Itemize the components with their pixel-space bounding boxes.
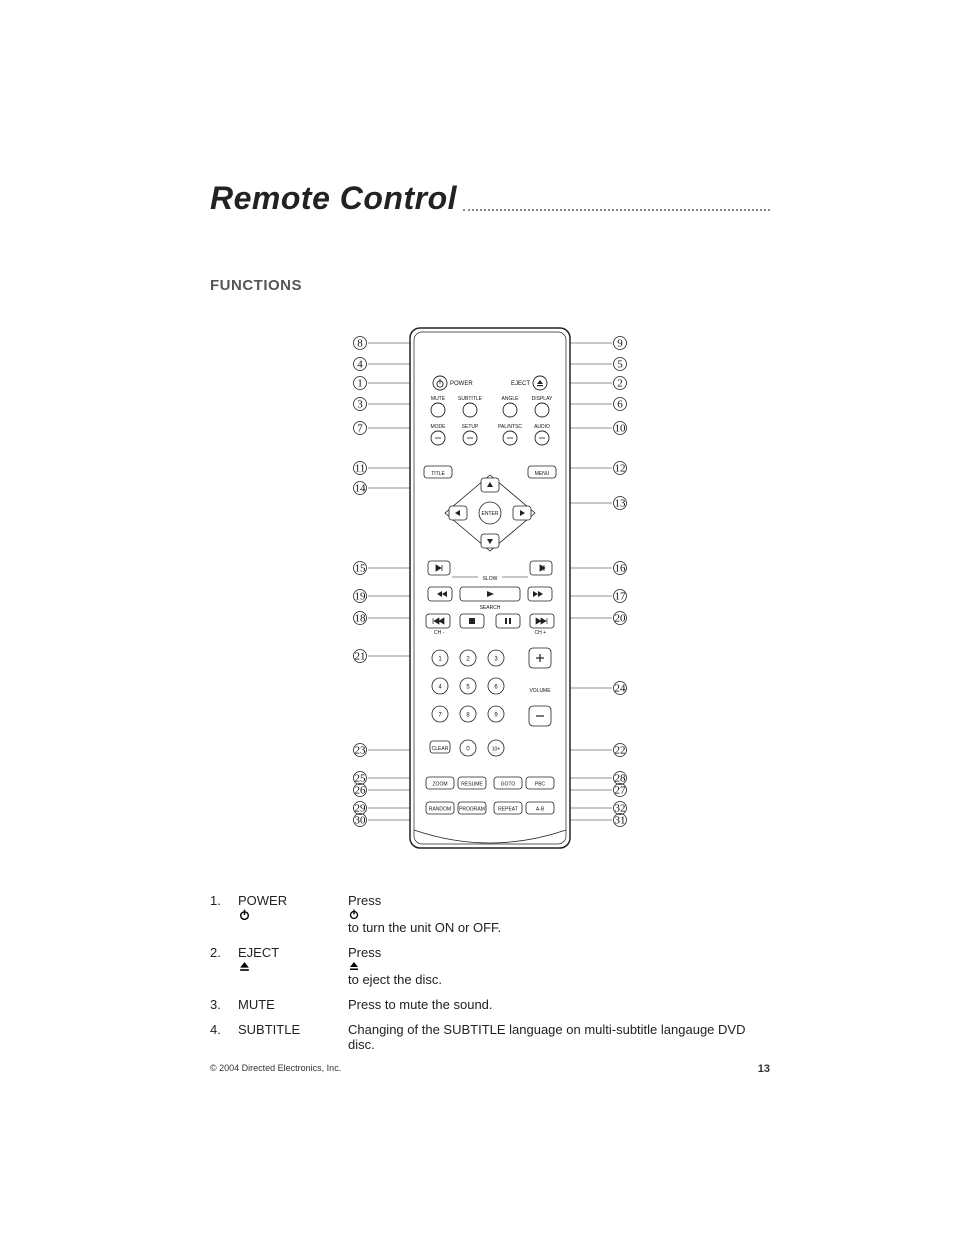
svg-text:SETUP: SETUP	[462, 424, 479, 430]
svg-text:4: 4	[357, 359, 363, 371]
svg-text:ANGLE: ANGLE	[502, 396, 520, 402]
svg-text:POWER: POWER	[450, 381, 473, 387]
svg-text:11: 11	[355, 463, 366, 475]
svg-text:9: 9	[617, 338, 623, 350]
svg-text:21: 21	[355, 651, 366, 663]
svg-text:23: 23	[355, 745, 367, 757]
remote-diagram: 8413711141519182123252629309526101213161…	[210, 308, 770, 868]
svg-text:25: 25	[355, 773, 367, 785]
svg-text:6: 6	[617, 399, 623, 411]
svg-text:GOTO: GOTO	[501, 782, 516, 788]
function-row: 2.EJECT Press to eject the disc.	[210, 940, 770, 992]
subhead-functions: FUNCTIONS	[210, 277, 770, 294]
svg-text:MUTE: MUTE	[431, 396, 446, 402]
function-row: 3.MUTEPress to mute the sound.	[210, 992, 770, 1017]
svg-text:CLEAR: CLEAR	[432, 746, 449, 752]
svg-text:20: 20	[615, 613, 627, 625]
title-dots	[463, 209, 770, 211]
svg-text:RESUME: RESUME	[461, 782, 483, 788]
svg-text:EJECT: EJECT	[511, 381, 530, 387]
function-row: 1.POWER Press to turn the unit ON or OFF…	[210, 888, 770, 940]
svg-text:A-B: A-B	[536, 807, 545, 813]
svg-text:PROGRAM: PROGRAM	[459, 807, 485, 813]
copyright: © 2004 Directed Electronics, Inc.	[210, 1063, 341, 1075]
function-row: 4.SUBTITLEChanging of the SUBTITLE langu…	[210, 1017, 770, 1057]
svg-text:8: 8	[357, 338, 363, 350]
svg-text:14: 14	[355, 483, 367, 495]
svg-text:17: 17	[615, 591, 627, 603]
svg-text:22: 22	[615, 745, 626, 757]
functions-list: 1.POWER Press to turn the unit ON or OFF…	[210, 888, 770, 1057]
svg-text:24: 24	[615, 683, 627, 695]
svg-text:13: 13	[615, 498, 627, 510]
page-title: Remote Control	[210, 180, 457, 217]
svg-text:12: 12	[615, 463, 626, 475]
svg-text:31: 31	[615, 815, 626, 827]
svg-text:SLOW: SLOW	[483, 576, 498, 582]
svg-text:10: 10	[615, 423, 627, 435]
svg-text:ENTER: ENTER	[482, 511, 499, 517]
svg-text:26: 26	[355, 785, 367, 797]
svg-text:30: 30	[355, 815, 367, 827]
svg-text:10+: 10+	[492, 747, 501, 753]
svg-text:29: 29	[355, 803, 367, 815]
svg-text:REPEAT: REPEAT	[498, 807, 518, 813]
svg-text:MENU: MENU	[535, 471, 550, 477]
svg-text:CH +: CH +	[534, 630, 546, 636]
svg-text:5: 5	[617, 359, 623, 371]
svg-text:15: 15	[355, 563, 367, 575]
svg-text:PBC: PBC	[535, 782, 546, 788]
svg-text:3: 3	[357, 399, 363, 411]
svg-text:1: 1	[357, 378, 363, 390]
svg-text:SEARCH: SEARCH	[480, 605, 501, 611]
svg-text:ZOOM: ZOOM	[433, 782, 448, 788]
svg-text:TITLE: TITLE	[431, 471, 445, 477]
svg-text:MODE: MODE	[431, 424, 447, 430]
svg-text:16: 16	[615, 563, 627, 575]
svg-text:28: 28	[615, 773, 627, 785]
svg-text:PAL/NTSC: PAL/NTSC	[498, 424, 522, 430]
svg-text:VOLUME: VOLUME	[529, 688, 551, 694]
svg-text:32: 32	[615, 803, 626, 815]
svg-text:18: 18	[355, 613, 367, 625]
page-number: 13	[758, 1063, 770, 1075]
svg-text:CH -: CH -	[434, 630, 445, 636]
svg-text:SUBTITLE: SUBTITLE	[458, 396, 483, 402]
svg-text:2: 2	[617, 378, 623, 390]
svg-text:27: 27	[615, 785, 627, 797]
svg-text:AUDIO: AUDIO	[534, 424, 550, 430]
svg-text:DISPLAY: DISPLAY	[532, 396, 553, 402]
svg-text:7: 7	[357, 423, 363, 435]
svg-text:RANDOM: RANDOM	[429, 807, 451, 813]
svg-text:19: 19	[355, 591, 367, 603]
